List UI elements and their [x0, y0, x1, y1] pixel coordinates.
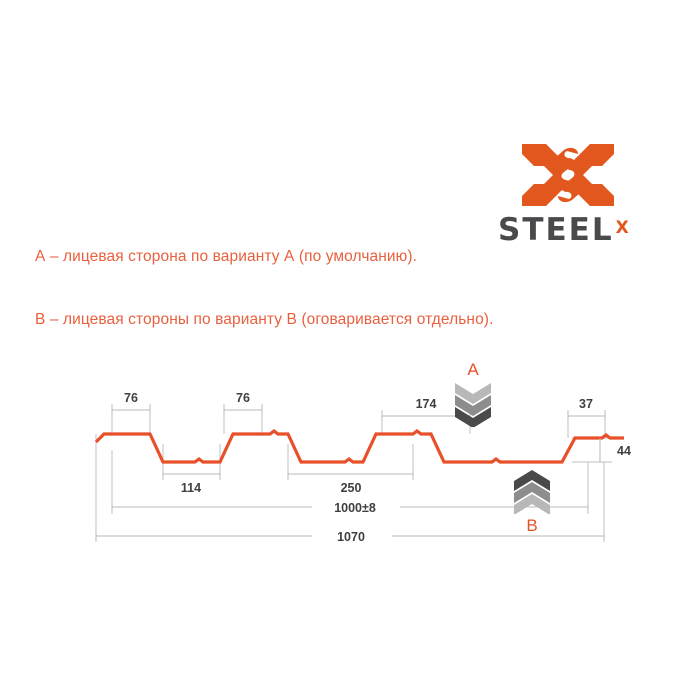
dimension-label-114: 114	[181, 481, 201, 495]
marker-b-letter: В	[526, 516, 538, 535]
marker-a-letter: А	[467, 360, 479, 379]
profile-technical-drawing: 76 76 114 250 174 37 44 1000±8 1070	[0, 352, 700, 567]
caption-variant-b: В – лицевая стороны по варианту В (огова…	[35, 311, 494, 328]
marker-a-chevrons-icon	[452, 383, 494, 428]
dimension-label-1000: 1000±8	[334, 501, 376, 515]
brand-logo: STEEL X	[498, 140, 658, 248]
caption-variant-a: А – лицевая сторона по варианту А (по ум…	[35, 248, 418, 265]
marker-b-chevrons-icon	[511, 470, 553, 515]
dimension-label-44: 44	[617, 444, 631, 458]
brand-wordmark: STEEL X	[498, 210, 658, 246]
brand-wordmark-superscript: X	[615, 218, 629, 238]
dimension-label-250: 250	[341, 481, 362, 495]
dimension-label-76-left: 76	[124, 391, 138, 405]
dimension-label-76-mid: 76	[236, 391, 250, 405]
dimension-label-1070: 1070	[337, 530, 365, 544]
dimension-label-174: 174	[416, 397, 437, 411]
dimension-label-37: 37	[579, 397, 593, 411]
profile-polyline	[94, 429, 624, 464]
brand-wordmark-text: STEEL	[498, 212, 614, 248]
steelx-x-logo-icon	[520, 140, 616, 210]
